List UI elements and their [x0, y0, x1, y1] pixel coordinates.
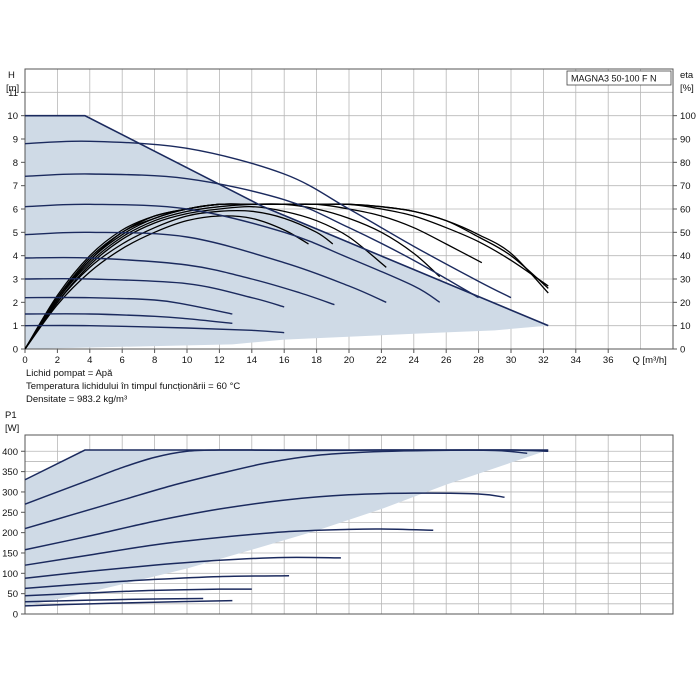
- liquid-info: Lichid pompat = Apă Temperatura lichidul…: [26, 368, 240, 405]
- y2-tick-label: 0: [680, 345, 685, 356]
- y-tick-label: 8: [13, 158, 18, 169]
- x-tick-label: 34: [571, 355, 582, 366]
- y-tick-label: 1: [13, 321, 18, 332]
- y-tick-label: 10: [7, 111, 18, 122]
- efficiency-curve-4: [24, 203, 441, 350]
- title-box: MAGNA3 50-100 F N: [566, 70, 672, 86]
- y2-tick-label: 60: [680, 205, 691, 216]
- efficiency-curve-1: [24, 215, 309, 350]
- head-curve-1: [25, 114, 549, 327]
- y-tick-label: 50: [7, 589, 18, 600]
- power-curve-6: [24, 556, 341, 579]
- y2-axis-label: eta: [680, 70, 694, 81]
- x-tick-label: 22: [376, 355, 387, 366]
- plot-frame: [24, 434, 674, 615]
- x-tick-label: 2: [55, 355, 60, 366]
- operating-area: [25, 115, 549, 349]
- power-curve-5: [24, 528, 434, 566]
- y2-tick-label: 10: [680, 321, 691, 332]
- head-efficiency-chart: 0 2 4 6 8 10 12 14 16 18 20 22 24 26 28 30 32 34 360123456…: [6, 68, 696, 366]
- density-label: Densitate = 983.2 kg/m³: [26, 394, 127, 405]
- y-tick-label: 11: [8, 88, 18, 99]
- temperature-label: Temperatura lichidului în timpul funcțio…: [26, 381, 240, 392]
- head-curve-2: [24, 140, 512, 299]
- x-tick-label: 26: [441, 355, 452, 366]
- x-tick-label: 16: [279, 355, 290, 366]
- power-curve-10: [24, 599, 233, 607]
- y2-tick-label: 100: [680, 111, 696, 122]
- head-curve-7: [24, 277, 285, 308]
- y-tick-label: 2: [13, 298, 18, 309]
- y-axis-label: H: [8, 70, 15, 81]
- x-axis-label: Q [m³/h]: [633, 355, 667, 366]
- x-tick-label: 18: [311, 355, 322, 366]
- y-tick-label: 200: [2, 528, 18, 539]
- y2-tick-label: 70: [680, 181, 691, 192]
- efficiency-curve-8: [24, 203, 549, 350]
- x-tick-label: 4: [87, 355, 92, 366]
- head-curve-9: [24, 313, 233, 325]
- power-curve-8: [24, 588, 252, 597]
- y-axis-unit: [W]: [5, 423, 19, 434]
- head-curve-10: [24, 324, 285, 334]
- x-tick-label: 32: [538, 355, 549, 366]
- y-axis-unit: [m]: [6, 83, 19, 94]
- x-tick-label: 0: [22, 355, 27, 366]
- head-curve-5: [24, 231, 387, 303]
- efficiency-curve-3: [24, 205, 387, 350]
- y-tick-label: 7: [13, 181, 18, 192]
- x-tick-label: 20: [344, 355, 355, 366]
- y-tick-label: 4: [13, 251, 18, 262]
- y2-tick-label: 90: [680, 135, 691, 146]
- y-tick-label: 6: [13, 205, 18, 216]
- x-tick-label: 8: [152, 355, 157, 366]
- y-tick-label: 9: [13, 135, 18, 146]
- x-tick-label: 28: [473, 355, 484, 366]
- title-box-frame: [566, 70, 672, 86]
- y2-tick-label: 80: [680, 158, 691, 169]
- power-curve-4: [24, 492, 505, 551]
- y-tick-label: 5: [13, 228, 18, 239]
- head-curve-8: [24, 296, 233, 315]
- head-curve-3: [24, 173, 479, 299]
- head-curve-4: [24, 203, 441, 303]
- power-curve-7: [24, 575, 290, 590]
- power-curve-3: [24, 449, 528, 530]
- x-tick-label: 36: [603, 355, 614, 366]
- y2-tick-label: 50: [680, 228, 691, 239]
- chart-title: MAGNA3 50-100 F N: [571, 74, 657, 84]
- x-tick-label: 6: [120, 355, 125, 366]
- y-tick-label: 0: [13, 345, 18, 356]
- liquid-label: Lichid pompat = Apă: [26, 368, 113, 379]
- x-tick-label: 24: [409, 355, 420, 366]
- x-tick-label: 30: [506, 355, 517, 366]
- y-tick-label: 100: [2, 569, 18, 580]
- y2-tick-label: 30: [680, 275, 691, 286]
- y-tick-label: 3: [13, 275, 18, 286]
- efficiency-curve-2: [24, 209, 334, 350]
- power-curve-9: [24, 597, 204, 603]
- y-tick-label: 350: [2, 467, 18, 478]
- y-tick-label: 300: [2, 487, 18, 498]
- y-tick-label: 0: [13, 610, 18, 621]
- y-axis-label: P1: [5, 410, 17, 421]
- x-tick-label: 14: [247, 355, 258, 366]
- x-tick-label: 12: [214, 355, 225, 366]
- operating-area: [25, 450, 549, 606]
- power-chart: 0 50 100 150 200 250 300 350 400 P1 [W]: [2, 410, 674, 621]
- y2-tick-label: 20: [680, 298, 691, 309]
- y-tick-label: 150: [2, 548, 18, 559]
- y-tick-label: 400: [2, 447, 18, 458]
- y-tick-label: 250: [2, 508, 18, 519]
- head-curve-6: [24, 256, 335, 306]
- y2-axis-unit: [%]: [680, 83, 694, 94]
- y2-tick-label: 40: [680, 251, 691, 262]
- x-tick-label: 10: [182, 355, 193, 366]
